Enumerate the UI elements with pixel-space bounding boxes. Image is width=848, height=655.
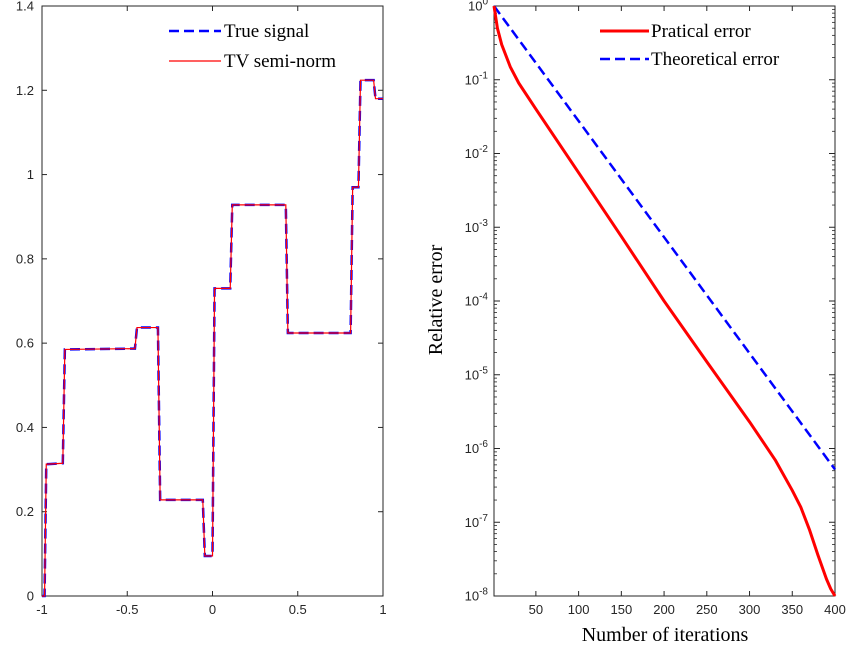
y-tick-label: 0.4 <box>16 420 34 435</box>
x-tick-label: 1 <box>379 602 386 617</box>
x-tick-label: -0.5 <box>116 602 138 617</box>
x-tick-label: -1 <box>36 602 48 617</box>
y-tick-label: 10-1 <box>465 70 489 87</box>
y-tick-label: 10-5 <box>465 365 489 382</box>
legend-label-practical: Pratical error <box>651 21 751 42</box>
right-chart: 50 100 150 200 250 300 350 400 100 10-1 10-2 10-3 10… <box>425 0 846 646</box>
x-tick-label: 0.5 <box>289 602 307 617</box>
x-tick-label: 400 <box>824 602 846 617</box>
y-tick-label: 10-3 <box>465 218 489 235</box>
x-tick-label: 150 <box>610 602 632 617</box>
x-tick-label: 100 <box>568 602 590 617</box>
right-legend: Pratical error Theoretical error <box>600 21 780 70</box>
left-series-group <box>42 78 383 598</box>
y-tick-label: 1 <box>27 167 34 182</box>
y-axis-label: Relative error <box>425 244 447 355</box>
legend-label-theoretical: Theoretical error <box>651 49 780 70</box>
series-line-theoretical-error <box>492 5 837 471</box>
y-tick-label: 100 <box>468 0 488 14</box>
y-tick-label: 10-8 <box>465 587 489 604</box>
y-tick-label: 10-4 <box>465 292 489 309</box>
y-tick-label: 0.2 <box>16 504 34 519</box>
x-tick-label: 350 <box>781 602 803 617</box>
y-tick-label: 10-6 <box>465 439 489 456</box>
y-tick-label: 1.2 <box>16 83 34 98</box>
legend-label-true-signal: True signal <box>224 21 309 42</box>
x-tick-label: 50 <box>529 602 543 617</box>
legend-label-tv: TV semi-norm <box>224 51 336 72</box>
y-tick-label: 10-2 <box>465 144 489 161</box>
y-tick-label: 10-7 <box>465 513 489 530</box>
left-axis-ticks: -1 -0.5 0 0.5 1 0 0.2 0.4 0.6 0.8 1 1.2 1.4 <box>16 0 387 617</box>
x-tick-label: 0 <box>209 602 216 617</box>
series-line-tv-semi-norm <box>42 79 383 597</box>
right-axis-ticks: 50 100 150 200 250 300 350 400 100 10-1 10-2 10-3 10… <box>465 0 846 617</box>
x-tick-label: 300 <box>739 602 761 617</box>
left-legend: True signal TV semi-norm <box>169 21 336 72</box>
series-line-practical-error <box>492 5 837 597</box>
y-tick-label: 0.6 <box>16 336 34 351</box>
left-chart: -1 -0.5 0 0.5 1 0 0.2 0.4 0.6 0.8 1 1.2 1.4 True sig… <box>16 0 387 617</box>
y-tick-label: 1.4 <box>16 0 34 14</box>
x-tick-label: 200 <box>653 602 675 617</box>
y-tick-label: 0.8 <box>16 251 34 266</box>
right-series-group <box>492 5 837 597</box>
x-axis-label: Number of iterations <box>582 624 749 646</box>
y-tick-label: 0 <box>27 589 34 604</box>
x-tick-label: 250 <box>696 602 718 617</box>
